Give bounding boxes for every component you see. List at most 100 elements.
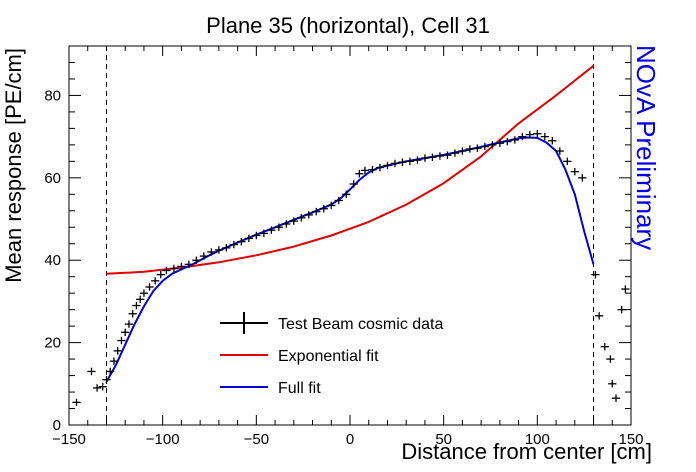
data-point	[274, 223, 283, 231]
data-point	[124, 320, 134, 328]
data-point	[139, 289, 149, 297]
data-point	[600, 343, 609, 351]
data-point	[540, 132, 549, 141]
x-tick-label: 0	[346, 431, 354, 448]
data-point	[578, 174, 587, 182]
data-point	[259, 229, 268, 238]
data-point	[121, 328, 130, 337]
data-point	[435, 152, 445, 160]
legend-label-exponential: Exponential fit	[278, 348, 379, 365]
legend: Test Beam cosmic data Exponential fit Fu…	[220, 312, 444, 397]
data-point	[390, 159, 400, 168]
data-point	[297, 214, 306, 222]
x-tick-label: 150	[618, 431, 643, 448]
data-point	[199, 252, 209, 260]
y-tick-label: 20	[44, 335, 61, 352]
data-point	[289, 217, 298, 225]
x-tick-label: −50	[244, 431, 269, 448]
data-point	[267, 226, 276, 234]
data-point	[405, 157, 415, 166]
data-point	[428, 153, 437, 161]
data-point	[207, 248, 216, 256]
x-tick-label: −100	[146, 431, 180, 448]
data-point	[229, 240, 238, 249]
data-point	[128, 310, 137, 318]
data-point	[611, 394, 621, 402]
data-point	[136, 295, 145, 304]
data-point	[488, 141, 497, 149]
legend-label-full: Full fit	[278, 380, 321, 397]
test-beam-data-series	[72, 130, 630, 407]
data-point	[237, 237, 246, 246]
data-point	[113, 347, 122, 355]
data-point	[162, 266, 171, 275]
y-axis-title: Mean response [PE/cm]	[1, 48, 26, 283]
y-tick-label: 60	[44, 170, 61, 187]
data-point	[503, 137, 512, 146]
data-point	[192, 256, 201, 264]
data-point	[606, 355, 615, 363]
data-point	[87, 367, 96, 376]
full-fit-line	[105, 136, 595, 383]
data-point	[109, 357, 119, 365]
data-point	[156, 270, 165, 279]
data-point	[312, 207, 321, 216]
data-point	[282, 220, 291, 228]
chart-title: Plane 35 (horizontal), Cell 31	[206, 13, 490, 38]
data-point	[533, 130, 542, 138]
data-point	[177, 262, 186, 271]
data-point	[222, 244, 231, 252]
data-point	[458, 147, 467, 155]
data-point	[591, 270, 600, 279]
data-point	[608, 380, 617, 388]
data-point	[480, 142, 490, 151]
data-point	[304, 211, 313, 219]
data-point	[510, 136, 519, 144]
data-point	[355, 169, 364, 178]
data-point	[495, 139, 504, 147]
exponential-fit-line	[106, 65, 595, 275]
data-point	[342, 190, 351, 199]
reference-lines	[105, 46, 595, 425]
axis-ticks: −150 −100 −50 0 50 100 150 0 20 40 60 80	[44, 45, 644, 448]
data-point	[563, 157, 572, 166]
data-point	[102, 375, 111, 384]
data-point	[570, 167, 579, 176]
data-point	[360, 166, 370, 175]
data-point	[518, 132, 527, 141]
data-point	[413, 156, 422, 164]
x-tick-label: −150	[52, 431, 86, 448]
data-point	[548, 137, 557, 145]
data-point	[450, 149, 460, 157]
data-point	[368, 165, 377, 174]
y-tick-label: 40	[44, 252, 61, 269]
data-point	[244, 234, 253, 243]
data-point	[334, 196, 343, 205]
data-point	[151, 277, 160, 285]
x-tick-label: 50	[435, 431, 452, 448]
data-point	[555, 147, 564, 155]
data-point	[184, 260, 194, 269]
data-point	[252, 231, 261, 240]
data-point	[214, 246, 223, 254]
data-point	[98, 382, 107, 391]
x-axis-title: Distance from center [cm]	[401, 439, 652, 464]
data-point	[327, 201, 336, 210]
legend-label-data: Test Beam cosmic data	[278, 316, 444, 333]
y-tick-label: 80	[44, 87, 61, 104]
data-point	[443, 151, 452, 159]
data-point	[621, 285, 630, 293]
data-point	[349, 180, 358, 188]
data-point	[465, 145, 475, 153]
data-point	[383, 161, 392, 170]
data-point	[595, 312, 604, 320]
data-point	[145, 283, 154, 291]
data-point	[319, 205, 328, 213]
data-point	[420, 154, 430, 162]
exponential-fit-series	[106, 65, 595, 275]
data-point	[473, 144, 482, 152]
data-point	[375, 163, 385, 172]
data-point	[117, 336, 126, 345]
data-point	[525, 130, 534, 139]
